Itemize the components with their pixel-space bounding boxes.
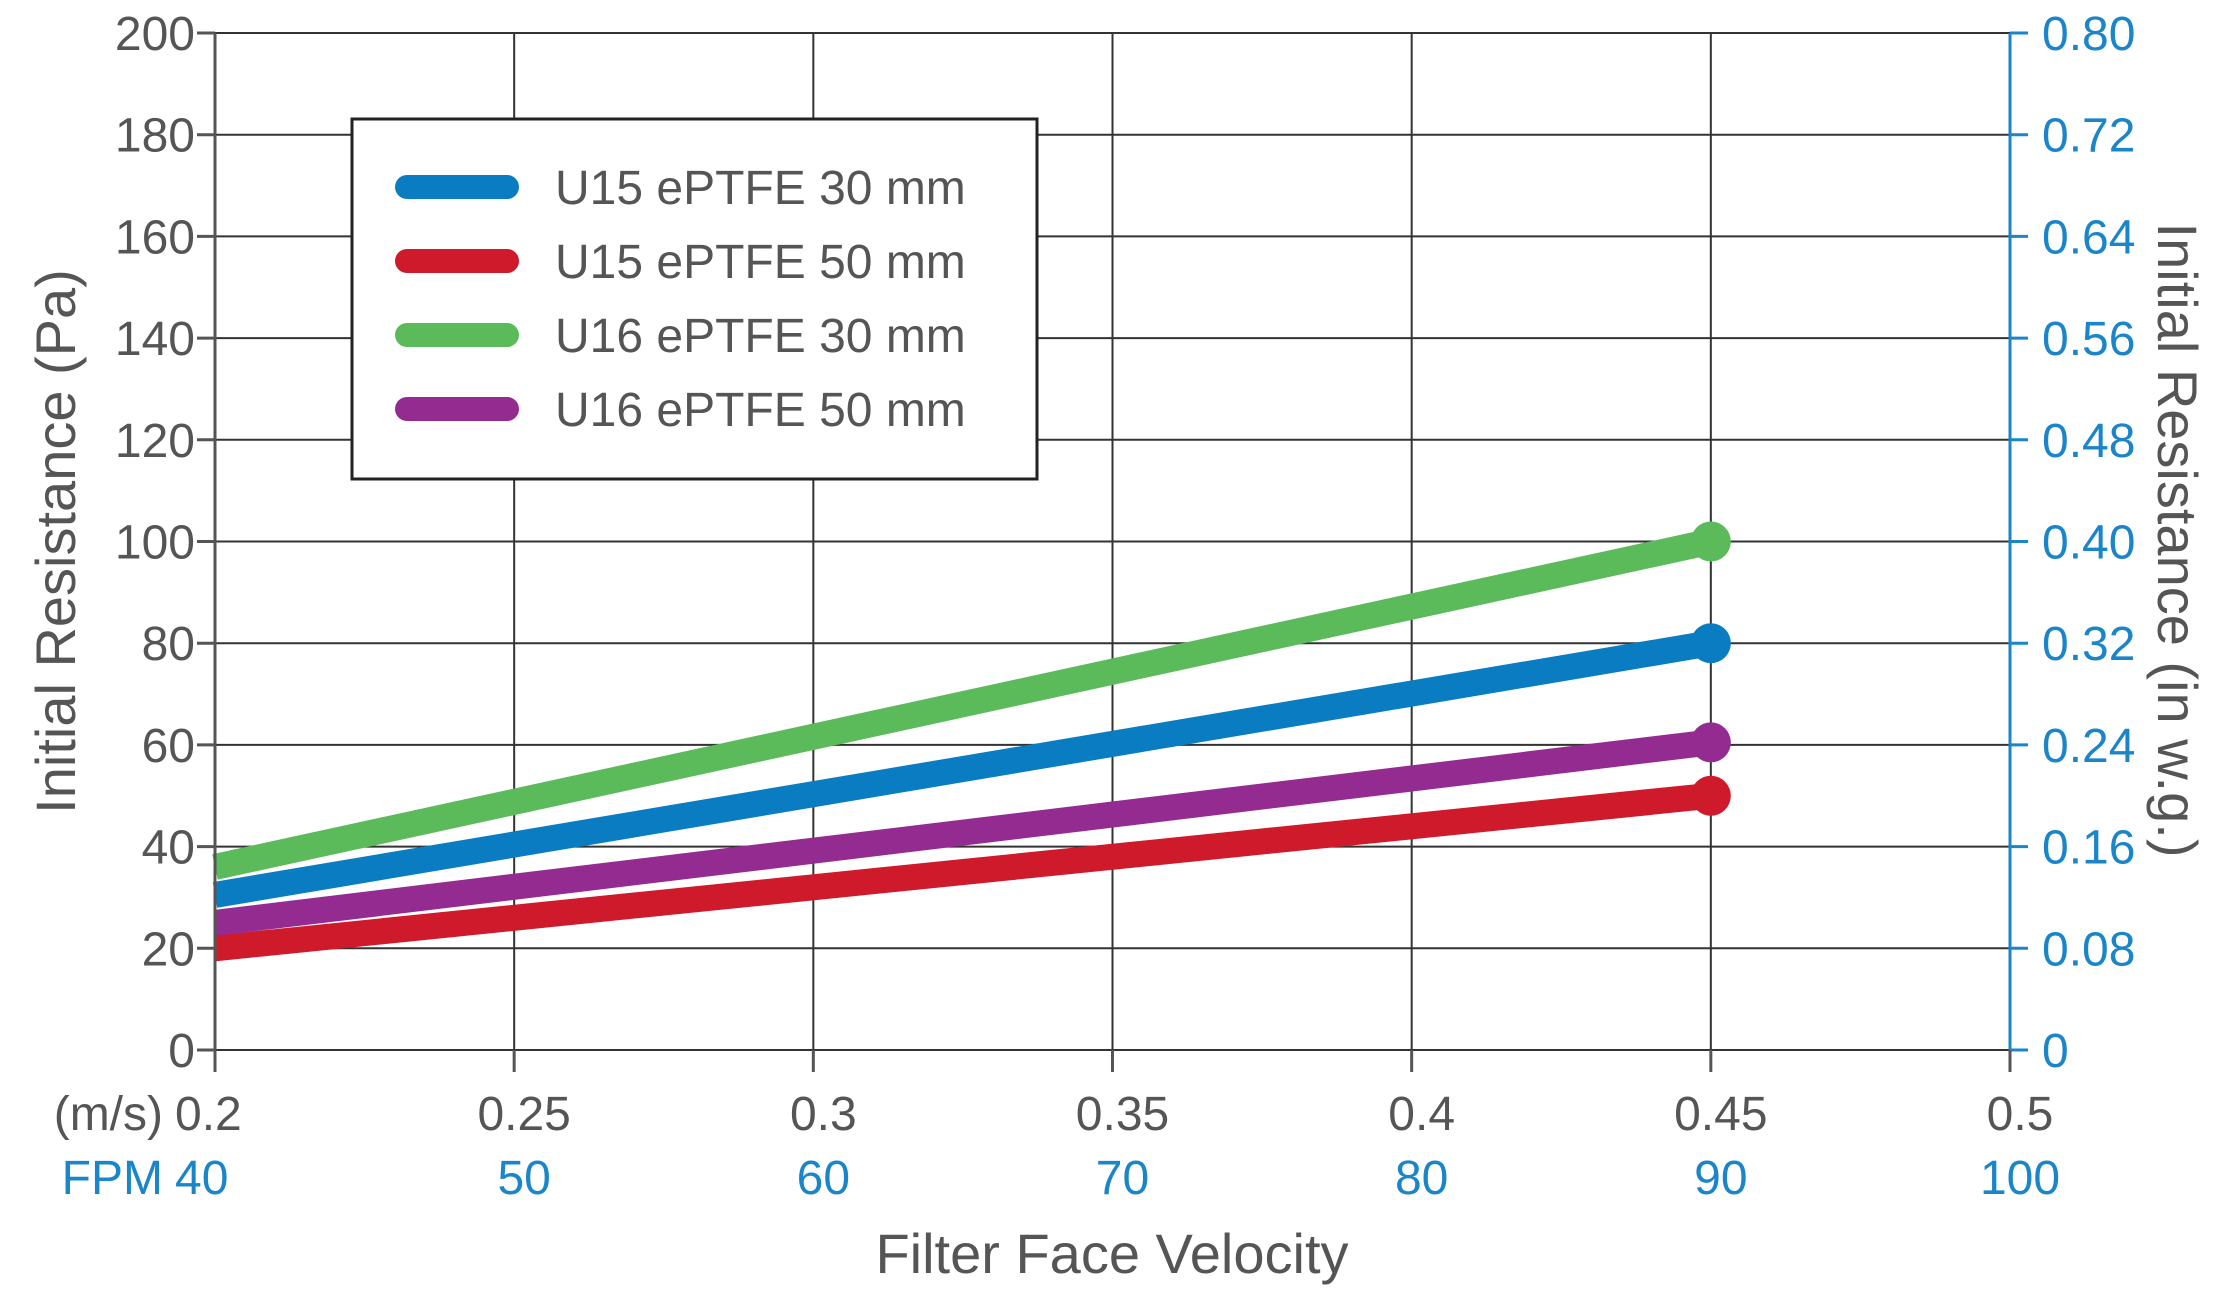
y-tick-label: 180 (115, 110, 195, 163)
y2-tick-label: 0.40 (2042, 517, 2135, 570)
legend-label: U15 ePTFE 30 mm (555, 162, 966, 215)
x-tick-label: 0.5 (1987, 1088, 2054, 1141)
series-line (213, 729, 1713, 936)
series-end-point (1690, 775, 1731, 816)
y-tick-label: 160 (115, 211, 195, 264)
y2-tick-label: 0.24 (2042, 720, 2135, 773)
x-secondary-tick-label: 40 (175, 1152, 228, 1205)
y2-tick-label: 0.64 (2042, 211, 2135, 264)
legend-label: U16 ePTFE 30 mm (555, 310, 966, 363)
y-tick-label: 20 (142, 923, 195, 976)
y2-tick-label: 0.08 (2042, 923, 2135, 976)
x-tick-label: 0.3 (790, 1088, 857, 1141)
y-tick-label: 120 (115, 415, 195, 468)
x-tick-label: 0.4 (1388, 1088, 1455, 1141)
x-secondary-tick-label: 90 (1694, 1152, 1747, 1205)
y-tick-label: 60 (142, 720, 195, 773)
x-secondary-tick-label: 50 (497, 1152, 550, 1205)
series-end-point (1690, 722, 1731, 763)
x-secondary-tick-label: 100 (1980, 1152, 2060, 1205)
x-secondary-tick-label: 80 (1395, 1152, 1448, 1205)
y-tick-label: 200 (115, 8, 195, 61)
x-axis-secondary-unit-label: FPM (62, 1152, 163, 1205)
x-tick-label: 0.45 (1674, 1088, 1767, 1141)
y-tick-label: 140 (115, 313, 195, 366)
y2-tick-label: 0.80 (2042, 8, 2135, 61)
x-tick-label: 0.25 (477, 1088, 570, 1141)
y-tick-label: 100 (115, 517, 195, 570)
y-tick-label: 0 (168, 1025, 195, 1078)
x-secondary-tick-label: 70 (1096, 1152, 1149, 1205)
series-line (213, 782, 1713, 962)
y2-tick-label: 0.16 (2042, 822, 2135, 875)
x-tick-label: 0.35 (1076, 1088, 1169, 1141)
x-axis-title: Filter Face Velocity (875, 1222, 1348, 1285)
series-end-point (1690, 521, 1731, 562)
legend: U15 ePTFE 30 mm U15 ePTFE 50 mm U16 ePTFE … (350, 117, 1039, 481)
x-tick-label: 0.2 (175, 1088, 242, 1141)
x-secondary-tick-label: 60 (797, 1152, 850, 1205)
y2-tick-label: 0.72 (2042, 110, 2135, 163)
y2-tick-label: 0.56 (2042, 313, 2135, 366)
legend-label: U15 ePTFE 50 mm (555, 236, 966, 289)
series-line (212, 528, 1714, 880)
series-end-point (1690, 623, 1731, 664)
y2-tick-label: 0.48 (2042, 415, 2135, 468)
y-tick-label: 40 (142, 822, 195, 875)
y2-axis-title: Initial Resistance (in w.g.) (2146, 223, 2209, 858)
y-tick-label: 80 (142, 618, 195, 671)
y2-tick-label: 0 (2042, 1025, 2069, 1078)
x-axis-unit-label: (m/s) (54, 1088, 163, 1141)
series-line (212, 630, 1713, 908)
axes-layer: 02040608010012014016018020000.080.160.24… (115, 8, 2136, 1205)
series-layer (212, 521, 1731, 962)
legend-label: U16 ePTFE 50 mm (555, 384, 966, 437)
y-axis-title: Initial Resistance (Pa) (24, 269, 87, 814)
y2-tick-label: 0.32 (2042, 618, 2135, 671)
